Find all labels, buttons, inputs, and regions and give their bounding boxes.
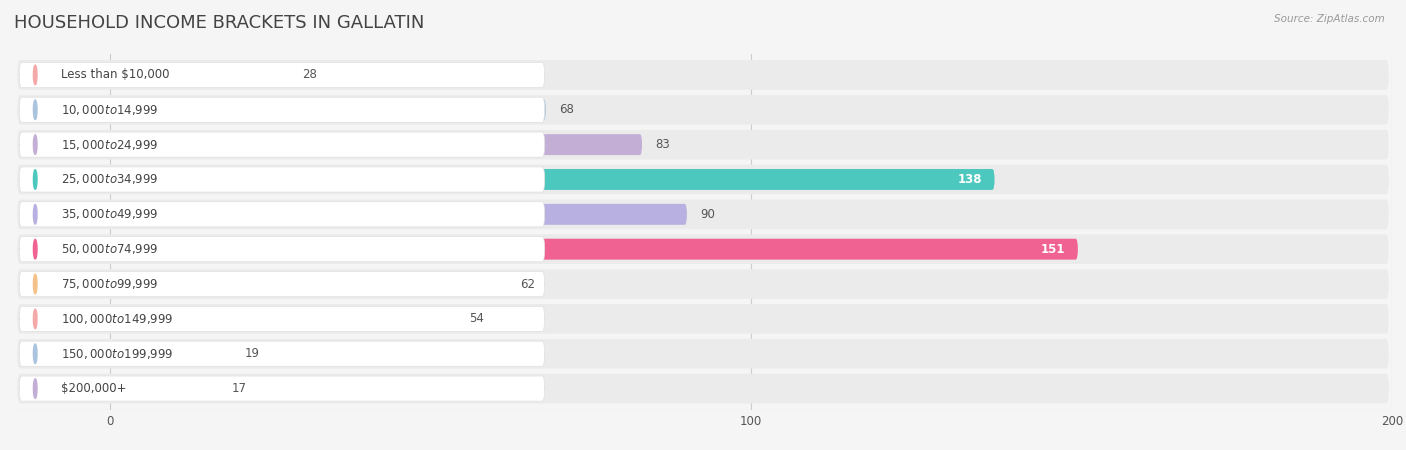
Text: $10,000 to $14,999: $10,000 to $14,999 — [60, 103, 159, 117]
Text: Source: ZipAtlas.com: Source: ZipAtlas.com — [1274, 14, 1385, 23]
FancyBboxPatch shape — [20, 306, 544, 332]
Text: 62: 62 — [520, 278, 536, 291]
Circle shape — [34, 170, 37, 189]
FancyBboxPatch shape — [20, 202, 544, 227]
Text: Less than $10,000: Less than $10,000 — [60, 68, 169, 81]
FancyBboxPatch shape — [20, 376, 544, 401]
FancyBboxPatch shape — [17, 165, 1389, 194]
FancyBboxPatch shape — [20, 63, 544, 87]
FancyBboxPatch shape — [17, 269, 1389, 299]
Circle shape — [34, 65, 37, 85]
FancyBboxPatch shape — [110, 99, 546, 120]
Circle shape — [34, 309, 37, 328]
Text: $15,000 to $24,999: $15,000 to $24,999 — [60, 138, 159, 152]
Text: 90: 90 — [700, 208, 714, 221]
Text: $150,000 to $199,999: $150,000 to $199,999 — [60, 347, 173, 361]
Text: $50,000 to $74,999: $50,000 to $74,999 — [60, 242, 159, 256]
FancyBboxPatch shape — [17, 339, 1389, 369]
FancyBboxPatch shape — [20, 97, 544, 122]
FancyBboxPatch shape — [110, 378, 219, 399]
FancyBboxPatch shape — [20, 271, 544, 297]
FancyBboxPatch shape — [17, 374, 1389, 403]
Circle shape — [34, 379, 37, 398]
FancyBboxPatch shape — [17, 234, 1389, 264]
Text: $200,000+: $200,000+ — [60, 382, 127, 395]
Text: 138: 138 — [957, 173, 981, 186]
FancyBboxPatch shape — [17, 199, 1389, 229]
FancyBboxPatch shape — [110, 134, 643, 155]
FancyBboxPatch shape — [110, 343, 232, 364]
Text: 19: 19 — [245, 347, 260, 360]
Text: HOUSEHOLD INCOME BRACKETS IN GALLATIN: HOUSEHOLD INCOME BRACKETS IN GALLATIN — [14, 14, 425, 32]
FancyBboxPatch shape — [110, 238, 1078, 260]
Text: $25,000 to $34,999: $25,000 to $34,999 — [60, 172, 159, 186]
Text: 28: 28 — [302, 68, 318, 81]
FancyBboxPatch shape — [110, 204, 688, 225]
Text: 68: 68 — [558, 103, 574, 116]
Circle shape — [34, 100, 37, 120]
FancyBboxPatch shape — [110, 169, 994, 190]
FancyBboxPatch shape — [20, 237, 544, 262]
Circle shape — [34, 239, 37, 259]
FancyBboxPatch shape — [20, 341, 544, 366]
Circle shape — [34, 274, 37, 294]
FancyBboxPatch shape — [110, 274, 508, 294]
Circle shape — [34, 205, 37, 224]
Text: 54: 54 — [470, 312, 484, 325]
Text: 17: 17 — [232, 382, 247, 395]
FancyBboxPatch shape — [110, 308, 457, 329]
FancyBboxPatch shape — [17, 130, 1389, 159]
FancyBboxPatch shape — [110, 64, 290, 86]
Circle shape — [34, 135, 37, 154]
FancyBboxPatch shape — [17, 304, 1389, 334]
Text: $35,000 to $49,999: $35,000 to $49,999 — [60, 207, 159, 221]
Text: 83: 83 — [655, 138, 669, 151]
Text: $75,000 to $99,999: $75,000 to $99,999 — [60, 277, 159, 291]
FancyBboxPatch shape — [17, 60, 1389, 90]
Text: $100,000 to $149,999: $100,000 to $149,999 — [60, 312, 173, 326]
Circle shape — [34, 344, 37, 364]
FancyBboxPatch shape — [20, 167, 544, 192]
Text: 151: 151 — [1040, 243, 1066, 256]
FancyBboxPatch shape — [20, 132, 544, 157]
FancyBboxPatch shape — [17, 95, 1389, 125]
